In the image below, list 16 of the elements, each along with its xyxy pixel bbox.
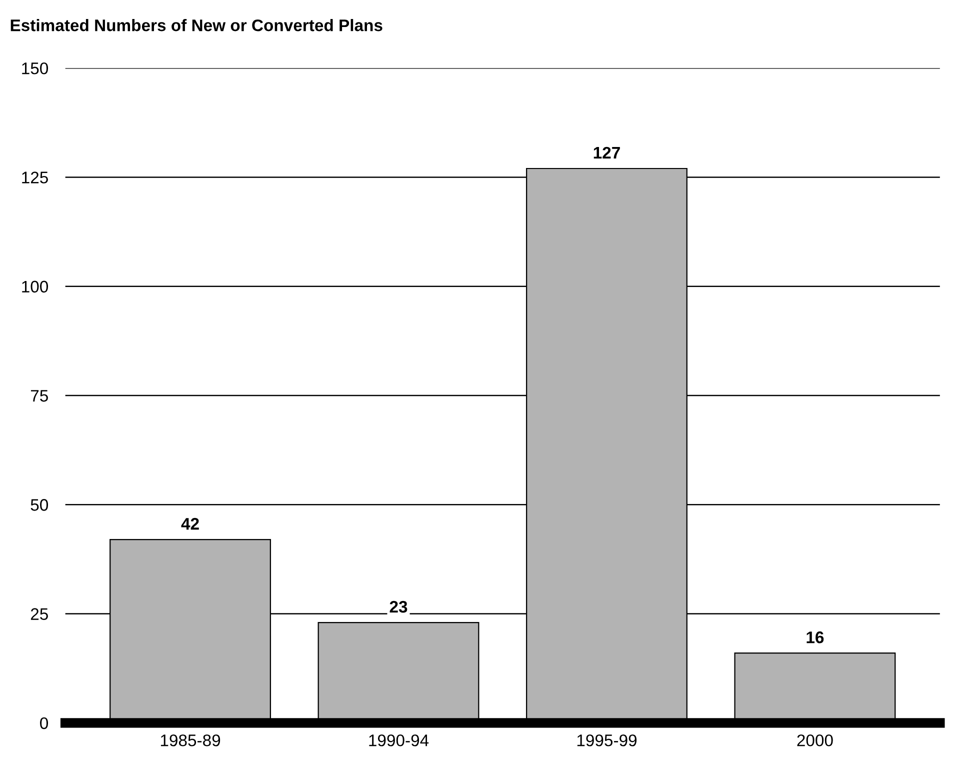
x-tick-label: 1995-99 bbox=[577, 734, 637, 746]
data-label: 16 bbox=[806, 631, 824, 644]
y-tick-label: 0 bbox=[40, 717, 48, 730]
y-tick-label: 25 bbox=[30, 608, 48, 620]
y-tick-label: 100 bbox=[22, 280, 48, 293]
x-tick-label: 2000 bbox=[797, 734, 833, 746]
data-label: 127 bbox=[594, 146, 620, 158]
y-tick-label: 125 bbox=[22, 172, 48, 184]
x-tick-label: 1990-94 bbox=[369, 734, 429, 746]
y-tick-label: 50 bbox=[30, 499, 48, 511]
data-label: 23 bbox=[390, 600, 408, 613]
x-tick-label: 1985-89 bbox=[160, 734, 220, 746]
data-label: 42 bbox=[181, 518, 199, 530]
y-tick-label: 150 bbox=[22, 62, 48, 74]
chart-title: Estimated Numbers of New or Converted Plans bbox=[10, 19, 382, 32]
y-tick-label: 75 bbox=[30, 390, 48, 402]
